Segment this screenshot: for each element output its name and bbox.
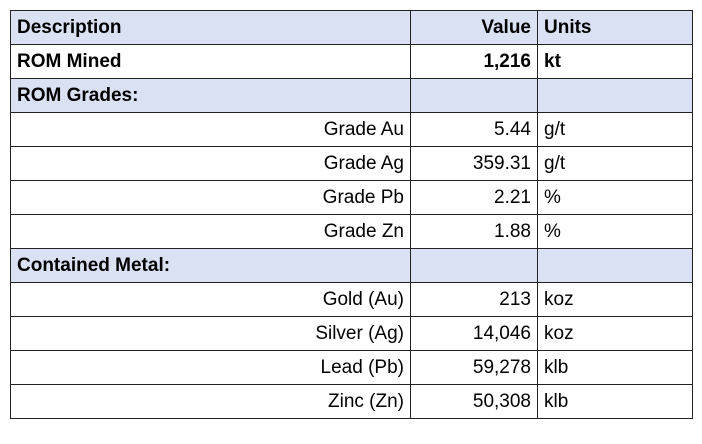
value-cell: 59,278 xyxy=(410,350,538,385)
table-row: Grade Ag 359.31 g/t xyxy=(10,146,693,181)
description-cell: Grade Pb xyxy=(10,180,411,215)
units-cell: % xyxy=(537,180,693,215)
value-cell: 359.31 xyxy=(410,146,538,181)
description-cell: Contained Metal: xyxy=(10,248,411,283)
data-table: Description Value Units ROM Mined 1,216 kt ROM… xyxy=(10,10,693,419)
description-cell: Gold (Au) xyxy=(10,282,411,317)
description-cell: ROM Grades: xyxy=(10,78,411,113)
table-row: Silver (Ag) 14,046 koz xyxy=(10,316,693,351)
value-cell: 213 xyxy=(410,282,538,317)
description-cell: Zinc (Zn) xyxy=(10,384,411,419)
header-cell: Value xyxy=(410,10,538,45)
units-cell: koz xyxy=(537,316,693,351)
data-table-container: Description Value Units ROM Mined 1,216 kt ROM… xyxy=(10,10,693,419)
table-row: Grade Au 5.44 g/t xyxy=(10,112,693,147)
description-cell: Grade Zn xyxy=(10,214,411,249)
description-cell: Silver (Ag) xyxy=(10,316,411,351)
value-cell: 14,046 xyxy=(410,316,538,351)
value-cell: 1.88 xyxy=(410,214,538,249)
value-cell: 50,308 xyxy=(410,384,538,419)
description-cell: Lead (Pb) xyxy=(10,350,411,385)
units-cell: kt xyxy=(537,44,693,79)
table-row: ROM Grades: xyxy=(10,78,693,113)
header-row: Description Value Units xyxy=(10,10,693,45)
value-cell: 2.21 xyxy=(410,180,538,215)
units-cell: g/t xyxy=(537,112,693,147)
units-cell: koz xyxy=(537,282,693,317)
units-cell: klb xyxy=(537,384,693,419)
units-cell: % xyxy=(537,214,693,249)
value-cell: 1,216 xyxy=(410,44,538,79)
description-cell: ROM Mined xyxy=(10,44,411,79)
description-cell: Grade Ag xyxy=(10,146,411,181)
table-row: Lead (Pb) 59,278 klb xyxy=(10,350,693,385)
units-cell: g/t xyxy=(537,146,693,181)
description-cell: Grade Au xyxy=(10,112,411,147)
value-cell: 5.44 xyxy=(410,112,538,147)
table-row: Gold (Au) 213 koz xyxy=(10,282,693,317)
value-cell xyxy=(410,248,538,283)
value-cell xyxy=(410,78,538,113)
units-cell xyxy=(537,248,693,283)
units-cell: klb xyxy=(537,350,693,385)
header-cell: Units xyxy=(537,10,693,45)
table-row: ROM Mined 1,216 kt xyxy=(10,44,693,79)
table-row: Grade Pb 2.21% xyxy=(10,180,693,215)
units-cell xyxy=(537,78,693,113)
table-row: Grade Zn 1.88% xyxy=(10,214,693,249)
table-row: Contained Metal: xyxy=(10,248,693,283)
table-row: Zinc (Zn) 50,308 klb xyxy=(10,384,693,419)
header-cell: Description xyxy=(10,10,411,45)
